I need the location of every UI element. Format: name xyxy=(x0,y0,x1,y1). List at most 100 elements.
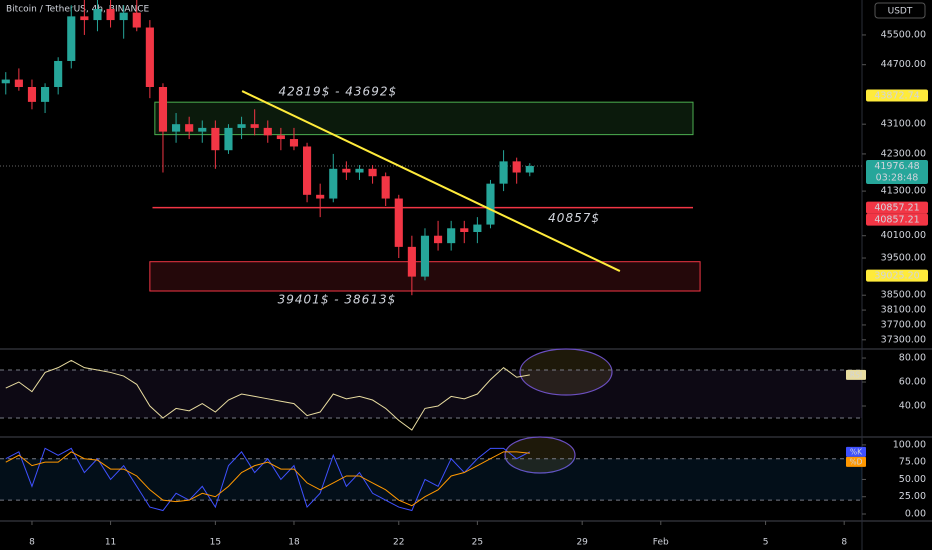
price-tag xyxy=(866,269,928,282)
y-tick-label: 38100.00 xyxy=(881,305,926,316)
trendline xyxy=(241,90,621,272)
candle-body xyxy=(27,87,37,102)
legend-label: %K xyxy=(850,447,863,456)
price-tag-label: 43872.74 xyxy=(874,90,919,101)
candle-body xyxy=(211,127,220,151)
price-tag-label: 40857.21 xyxy=(874,215,919,226)
series-tag xyxy=(846,456,866,467)
y-tick-label: 43100.00 xyxy=(881,119,926,130)
candle-body xyxy=(132,12,141,28)
candle-body xyxy=(185,124,194,132)
x-tick-label: 5 xyxy=(763,538,769,548)
candle-body xyxy=(14,79,23,87)
y-tick-label: 42300.00 xyxy=(881,148,926,159)
currency-button[interactable] xyxy=(874,2,926,19)
price-tag-countdown: 03:28:48 xyxy=(876,172,919,183)
candle-body xyxy=(368,168,377,177)
y-tick-label: 80.00 xyxy=(899,353,926,364)
zone-label: 42819$ - 43692$ xyxy=(279,85,398,99)
candle-body xyxy=(329,168,338,199)
highlight-circle xyxy=(519,348,613,396)
y-tick-label: 40.00 xyxy=(899,401,926,412)
price-tag-label: 39025.20 xyxy=(874,271,919,282)
x-tick-label: 8 xyxy=(29,538,35,548)
candle-body xyxy=(447,228,456,244)
x-tick-label: 15 xyxy=(210,538,221,548)
candle-body xyxy=(289,139,299,147)
candle-body xyxy=(486,183,495,225)
y-tick-label: 37300.00 xyxy=(881,334,926,345)
candle-body xyxy=(394,198,403,247)
legend-label: RSI xyxy=(850,370,862,379)
indicator-line xyxy=(5,447,531,512)
y-tick-label: 75.00 xyxy=(899,457,926,468)
x-tick-label: 11 xyxy=(105,538,116,548)
candle-body xyxy=(54,60,63,87)
y-tick-label: 40100.00 xyxy=(881,230,926,241)
price-tag xyxy=(866,201,928,214)
x-tick-label: 18 xyxy=(288,538,300,548)
candle-body xyxy=(407,246,416,277)
candle-body xyxy=(93,8,102,21)
y-tick-label: 41300.00 xyxy=(881,186,926,197)
highlight-circle xyxy=(504,436,576,474)
y-tick-label: 45500.00 xyxy=(881,29,926,40)
price-tag xyxy=(866,89,928,102)
candle-body xyxy=(316,194,325,199)
y-tick-label: 0.00 xyxy=(905,508,926,519)
price-tag-label: 41976.48 xyxy=(874,161,919,172)
y-tick-label: 60.00 xyxy=(899,377,926,388)
candle-body xyxy=(172,124,181,132)
x-tick-label: Feb xyxy=(653,538,669,548)
indicator-line xyxy=(5,451,530,507)
candle-body xyxy=(1,79,10,84)
y-tick-label: 39500.00 xyxy=(881,253,926,264)
x-tick-label: 25 xyxy=(472,538,483,548)
candle-body xyxy=(460,228,469,232)
y-tick-label: 50.00 xyxy=(899,474,926,485)
series-tag xyxy=(846,446,866,457)
zone-label: 39401$ - 38613$ xyxy=(278,293,397,307)
currency-label[interactable]: USDT xyxy=(888,7,913,17)
candle-body xyxy=(525,165,534,173)
candle-body xyxy=(198,127,207,132)
band-fill xyxy=(0,370,862,419)
candle-body xyxy=(420,235,430,277)
candle-body xyxy=(250,124,259,128)
indicator-line xyxy=(5,359,530,431)
candle-body xyxy=(499,161,508,184)
horizontal-line-label: 40857$ xyxy=(548,211,600,225)
y-tick-label: 100.00 xyxy=(893,439,926,450)
candle-body xyxy=(80,16,89,21)
candle-body xyxy=(355,168,364,173)
candle-body xyxy=(303,146,312,195)
chart-title: Bitcoin / TetherUS, 4h, BINANCE xyxy=(6,5,150,15)
candle-body xyxy=(237,124,246,128)
candle-body xyxy=(145,27,154,87)
candle-body xyxy=(381,176,390,199)
price-tag xyxy=(866,213,928,226)
price-tag-label: 40857.21 xyxy=(874,203,919,214)
candle-body xyxy=(224,127,233,151)
y-tick-label: 37700.00 xyxy=(881,319,926,330)
legend-label: %D xyxy=(850,457,863,466)
y-tick-label: 44700.00 xyxy=(881,59,926,70)
candle-body xyxy=(434,235,443,244)
candle-body xyxy=(67,16,76,61)
candle-body xyxy=(342,168,351,173)
zone xyxy=(154,101,694,136)
price-tag xyxy=(866,159,928,184)
candle-body xyxy=(158,87,168,132)
candle-body xyxy=(41,87,50,102)
candle-body xyxy=(106,8,115,21)
x-tick-label: 22 xyxy=(393,538,404,548)
series-tag xyxy=(846,369,866,380)
y-tick-label: 25.00 xyxy=(899,491,926,502)
x-tick-label: 8 xyxy=(841,538,847,548)
candle-body xyxy=(119,12,128,21)
y-tick-label: 38500.00 xyxy=(881,290,926,301)
x-tick-label: 29 xyxy=(576,538,588,548)
candle-body xyxy=(512,161,521,173)
candle-body xyxy=(276,135,285,140)
